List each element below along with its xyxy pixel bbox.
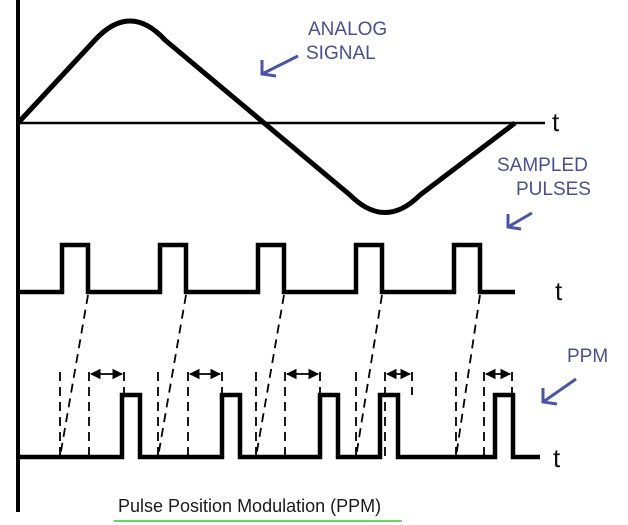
sampled-pulse-train (18, 242, 515, 295)
ppm-pulse-train (18, 392, 540, 460)
analog-signal-label-line2: SIGNAL (306, 43, 376, 64)
arrow-to-analog-icon (260, 54, 299, 78)
arrow-to-ppm-icon (541, 377, 577, 406)
ppm-label: PPM (567, 346, 608, 367)
analog-signal-label-line1: ANALOG (308, 19, 387, 40)
time-label-ppm: t (553, 443, 561, 473)
sampling-guides (59, 294, 513, 458)
time-label-analog: t (552, 107, 560, 137)
arrow-to-sampled-icon (506, 211, 533, 231)
time-label-sampled: t (555, 276, 563, 306)
sampled-pulses-label-line2: PULSES (516, 179, 591, 200)
sampled-pulses-label-line1: SAMPLED (497, 155, 588, 176)
analog-signal-wave (16, 18, 517, 215)
diagram-caption: Pulse Position Modulation (PPM) (118, 496, 381, 516)
